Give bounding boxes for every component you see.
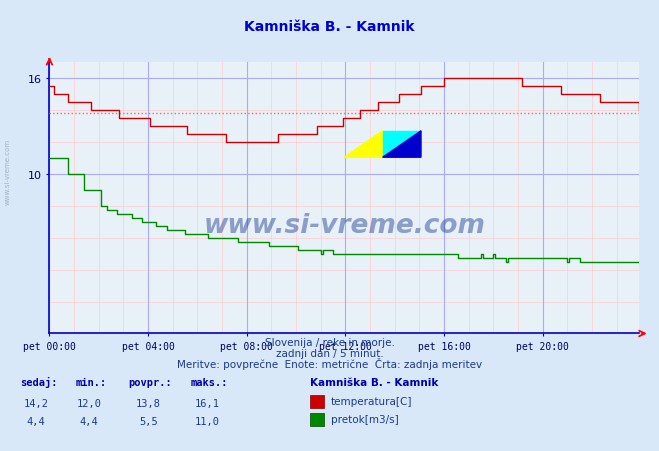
Text: 11,0: 11,0: [195, 416, 220, 426]
Text: Meritve: povprečne  Enote: metrične  Črta: zadnja meritev: Meritve: povprečne Enote: metrične Črta:…: [177, 358, 482, 369]
Text: 12,0: 12,0: [76, 398, 101, 408]
Text: Slovenija / reke in morje.: Slovenija / reke in morje.: [264, 337, 395, 347]
Text: temperatura[C]: temperatura[C]: [331, 396, 413, 406]
Text: pretok[m3/s]: pretok[m3/s]: [331, 414, 399, 424]
Polygon shape: [383, 131, 421, 158]
Text: Kamniška B. - Kamnik: Kamniška B. - Kamnik: [244, 20, 415, 34]
Polygon shape: [383, 131, 421, 158]
Text: povpr.:: povpr.:: [129, 377, 172, 387]
Text: www.si-vreme.com: www.si-vreme.com: [5, 138, 11, 204]
Text: 16,1: 16,1: [195, 398, 220, 408]
Text: zadnji dan / 5 minut.: zadnji dan / 5 minut.: [275, 348, 384, 358]
Text: 5,5: 5,5: [139, 416, 158, 426]
Text: www.si-vreme.com: www.si-vreme.com: [204, 212, 485, 239]
Text: 14,2: 14,2: [24, 398, 49, 408]
Text: maks.:: maks.:: [191, 377, 229, 387]
Text: min.:: min.:: [76, 377, 107, 387]
Text: Kamniška B. - Kamnik: Kamniška B. - Kamnik: [310, 377, 438, 387]
Text: 4,4: 4,4: [27, 416, 45, 426]
Text: 4,4: 4,4: [80, 416, 98, 426]
Text: 13,8: 13,8: [136, 398, 161, 408]
Polygon shape: [344, 131, 383, 158]
Text: sedaj:: sedaj:: [20, 377, 57, 387]
